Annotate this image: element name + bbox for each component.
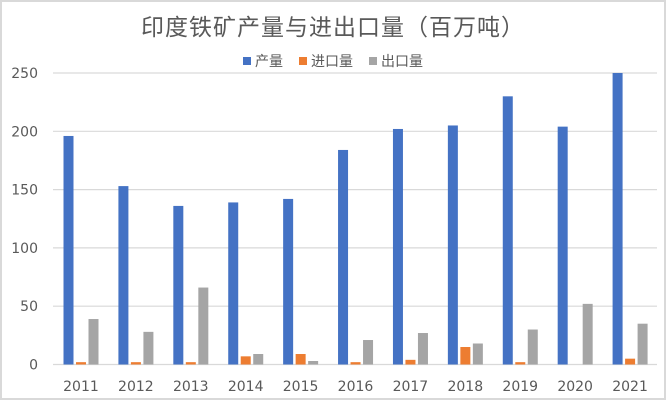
legend-item-import[interactable]: 进口量 — [299, 51, 353, 71]
bar-export[interactable] — [472, 343, 483, 365]
x-tick-label: 2014 — [228, 379, 264, 395]
bar-import[interactable] — [405, 359, 416, 365]
x-tick-label: 2021 — [612, 379, 648, 395]
bar-export[interactable] — [582, 303, 593, 365]
bar-import[interactable] — [515, 362, 526, 365]
x-tick-label: 2013 — [173, 379, 209, 395]
legend-label-import: 进口量 — [311, 54, 353, 70]
y-tick-label: 250 — [11, 66, 38, 82]
bar-export[interactable] — [253, 354, 264, 365]
y-tick-label: 150 — [11, 183, 38, 199]
x-tick-label: 2015 — [283, 379, 319, 395]
legend-swatch-production-icon — [243, 57, 251, 65]
x-tick-label: 2016 — [338, 379, 374, 395]
bar-production[interactable] — [612, 73, 623, 365]
bar-production[interactable] — [338, 149, 349, 365]
bar-import[interactable] — [240, 356, 251, 365]
legend-swatch-export-icon — [369, 57, 377, 65]
x-tick-label: 2020 — [557, 379, 593, 395]
bar-export[interactable] — [198, 287, 209, 365]
legend-item-export[interactable]: 出口量 — [369, 51, 423, 71]
bar-import[interactable] — [350, 362, 361, 365]
bar-export[interactable] — [637, 323, 648, 365]
y-tick-label: 0 — [29, 358, 38, 374]
bar-import[interactable] — [625, 358, 636, 365]
bar-export[interactable] — [363, 340, 374, 365]
bar-import[interactable] — [130, 362, 141, 365]
bar-production[interactable] — [447, 125, 458, 365]
x-tick-label: 2017 — [393, 379, 429, 395]
y-tick-label: 50 — [20, 299, 38, 315]
x-tick-label: 2019 — [502, 379, 538, 395]
x-tick-label: 2018 — [447, 379, 483, 395]
bar-production[interactable] — [283, 198, 294, 365]
x-tick-label: 2012 — [118, 379, 154, 395]
bar-production[interactable] — [228, 202, 239, 365]
y-tick-label: 100 — [11, 241, 38, 257]
chart-legend: 产量 进口量 出口量 — [0, 51, 666, 71]
x-tick-label: 2011 — [63, 379, 99, 395]
bar-production[interactable] — [502, 96, 513, 365]
bar-production[interactable] — [63, 135, 74, 365]
bar-export[interactable] — [417, 333, 428, 365]
bar-import[interactable] — [460, 347, 471, 365]
bar-export[interactable] — [143, 331, 154, 365]
bar-export[interactable] — [308, 361, 319, 365]
legend-label-export: 出口量 — [381, 54, 423, 70]
legend-swatch-import-icon — [299, 57, 307, 65]
bar-import[interactable] — [295, 354, 306, 365]
legend-item-production[interactable]: 产量 — [243, 51, 283, 71]
bar-production[interactable] — [557, 126, 568, 365]
bar-production[interactable] — [392, 128, 403, 365]
bar-production[interactable] — [118, 186, 129, 365]
bar-import[interactable] — [185, 362, 196, 365]
bar-production[interactable] — [173, 205, 184, 365]
legend-label-production: 产量 — [255, 54, 283, 70]
bar-export[interactable] — [88, 319, 99, 365]
bar-export[interactable] — [527, 329, 538, 365]
bar-import[interactable] — [76, 362, 86, 365]
y-tick-label: 200 — [11, 124, 38, 140]
chart-title: 印度铁矿产量与进出口量（百万吨） — [141, 15, 525, 41]
